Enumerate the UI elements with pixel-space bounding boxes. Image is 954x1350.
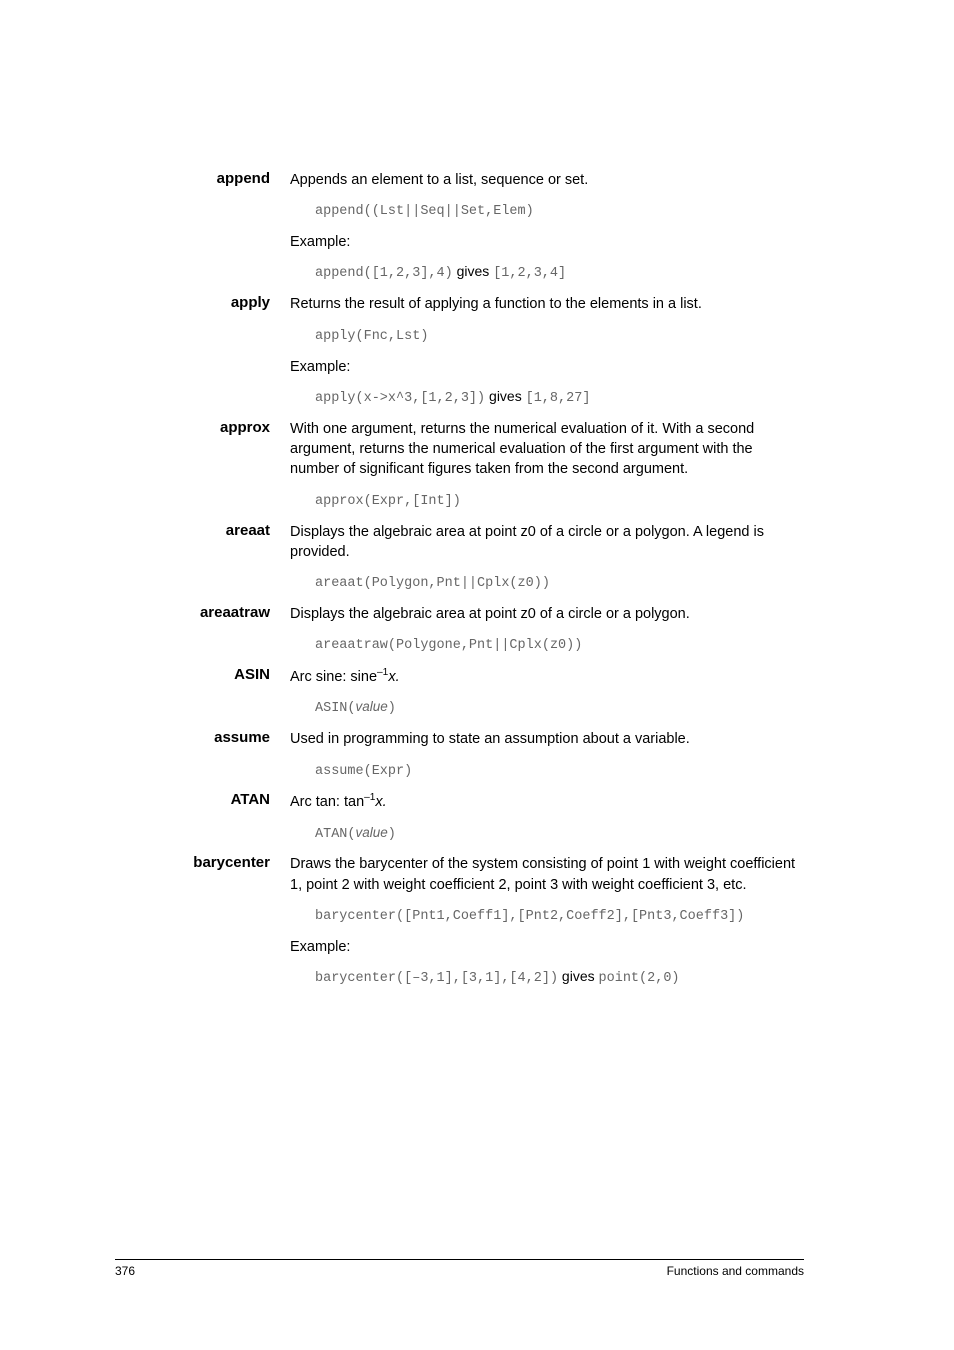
term-label: areaatraw: [200, 604, 270, 621]
code-syntax: assume(Expr): [290, 764, 412, 779]
term-label: ASIN: [234, 666, 270, 683]
definition-text: Returns the result of applying a functio…: [290, 294, 804, 314]
definition-text: With one argument, returns the numerical…: [290, 419, 804, 480]
page-number: 376: [115, 1264, 135, 1278]
example-code: append([1,2,3],4) gives [1,2,3,4]: [290, 266, 566, 281]
term-label: append: [217, 170, 270, 187]
code-syntax: ASIN(value): [290, 701, 396, 716]
code-syntax: ATAN(value): [290, 827, 396, 842]
definition-text: Displays the algebraic area at point z0 …: [290, 522, 804, 563]
footer-title: Functions and commands: [667, 1264, 804, 1278]
term-label: areaat: [226, 522, 270, 539]
definition-text: Draws the barycenter of the system consi…: [290, 854, 804, 895]
definition-text: Used in programming to state an assumpti…: [290, 729, 804, 749]
code-syntax: areaat(Polygon,Pnt||Cplx(z0)): [290, 576, 550, 591]
code-syntax: barycenter([Pnt1,Coeff1],[Pnt2,Coeff2],[…: [290, 909, 744, 924]
term-label: barycenter: [193, 854, 270, 871]
example-label: Example:: [290, 234, 350, 250]
code-syntax: approx(Expr,[Int]): [290, 494, 461, 509]
definition-text: Appends an element to a list, sequence o…: [290, 170, 804, 190]
code-syntax: areaatraw(Polygone,Pnt||Cplx(z0)): [290, 638, 582, 653]
term-label: approx: [220, 419, 270, 436]
code-syntax: apply(Fnc,Lst): [290, 329, 428, 344]
definition-text: Arc tan: tan–1x.: [290, 791, 804, 812]
definition-text: Arc sine: sine–1x.: [290, 666, 804, 687]
example-code: barycenter([–3,1],[3,1],[4,2]) gives poi…: [290, 971, 680, 986]
definition-text: Displays the algebraic area at point z0 …: [290, 604, 804, 624]
term-label: ATAN: [231, 791, 270, 808]
example-label: Example:: [290, 359, 350, 375]
example-code: apply(x->x^3,[1,2,3]) gives [1,8,27]: [290, 391, 590, 406]
example-label: Example:: [290, 939, 350, 955]
term-label: apply: [231, 294, 270, 311]
code-syntax: append((Lst||Seq||Set,Elem): [290, 204, 534, 219]
term-label: assume: [214, 729, 270, 746]
